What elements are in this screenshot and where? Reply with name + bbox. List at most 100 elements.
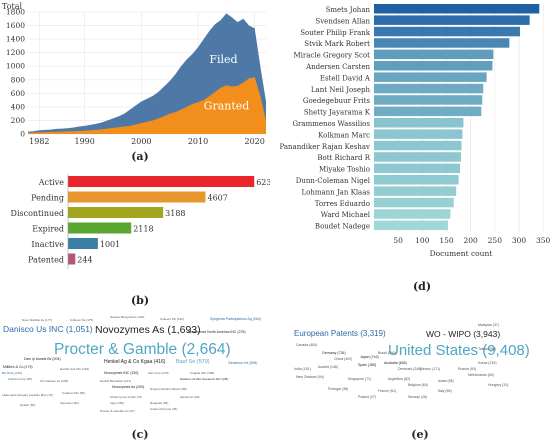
assignee-word: Syngenta Participations Ag (264) bbox=[210, 317, 261, 321]
country-word: Spain (185) bbox=[358, 363, 377, 367]
assignee-word: Novozymes North America INC (276) bbox=[188, 330, 246, 334]
assignee-word: Iogen (58) bbox=[110, 401, 124, 405]
country-word: Norway (26) bbox=[408, 395, 428, 399]
country-word: Mexico (171) bbox=[420, 367, 441, 371]
assignee-word: Lubrizol Corp (95) bbox=[8, 377, 33, 381]
country-word: WO - WIPO (3,943) bbox=[426, 329, 501, 339]
country-word: China (402) bbox=[334, 357, 353, 361]
chart-d-svg: 50 100 150 200 250 300 350 Smets Johan Svendsen … bbox=[279, 4, 550, 258]
inventor-label: Boudet Nadege bbox=[315, 223, 370, 231]
assignee-word: Colgate INC (158) bbox=[190, 371, 215, 375]
y-axis-label: Total bbox=[2, 2, 23, 11]
assignee-word: Novo Nordisk As (177) bbox=[22, 318, 53, 322]
bar bbox=[374, 209, 451, 219]
x-axis-label: Document count bbox=[430, 249, 493, 258]
series-label-granted: Granted bbox=[204, 100, 250, 113]
x-tick-label: 2000 bbox=[131, 137, 151, 146]
inventor-label: Stvik Mark Robert bbox=[304, 40, 370, 48]
x-tick-label: 100 bbox=[415, 236, 430, 245]
country-word: European Patents (3,319) bbox=[294, 329, 386, 338]
assignee-word: Unilever Plc (140) bbox=[160, 317, 184, 321]
assignee-word: Danisco Us INC Genencor Div (145) bbox=[180, 377, 229, 381]
assignee-word: Roquette (55) bbox=[150, 401, 169, 405]
bar bbox=[68, 191, 206, 203]
bar bbox=[68, 222, 132, 234]
country-word: Hungary (31) bbox=[488, 383, 509, 387]
country-word: Austria (146) bbox=[318, 365, 339, 369]
country-word: France (51) bbox=[378, 389, 397, 393]
bar bbox=[374, 175, 459, 185]
x-tick-label: 1982 bbox=[29, 137, 49, 146]
inventor-label: Goedegebuur Frits bbox=[303, 97, 371, 105]
assignee-word: Ecolab Usa INC (162) bbox=[60, 367, 90, 371]
country-word: Russia (93) bbox=[458, 367, 476, 371]
country-word: Canada (484) bbox=[296, 343, 318, 347]
assignee-word: Procter & Gamble Co (47) bbox=[100, 409, 135, 413]
country-word: Argentina (82) bbox=[388, 377, 411, 381]
assignee-word-cloud: Procter & Gamble (2,664) Novozymes As (1,… bbox=[0, 312, 280, 424]
assignee-word: Genencor Int (305) bbox=[228, 361, 258, 365]
bar bbox=[374, 72, 487, 82]
chart-d: 50 100 150 200 250 300 350 Smets Johan Svendsen … bbox=[276, 0, 550, 260]
inventor-label: Souter Philip Frank bbox=[300, 29, 371, 37]
y-tick-label: 200 bbox=[11, 116, 26, 125]
bar bbox=[68, 176, 255, 187]
bar bbox=[374, 118, 464, 128]
caption-d: (d) bbox=[412, 280, 432, 293]
value-label: 244 bbox=[77, 256, 92, 265]
assignee-word: Ab Enzymes Gmbh (70) bbox=[110, 395, 143, 399]
bar bbox=[68, 207, 164, 218]
x-tick-label: 2020 bbox=[244, 137, 264, 146]
country-word: Korea (215) bbox=[478, 361, 497, 365]
assignee-word: Verenium (60) bbox=[60, 401, 79, 405]
country-word: Denmark (248) bbox=[398, 367, 422, 371]
caption-e: (e) bbox=[411, 428, 429, 441]
country-word: Italy (58) bbox=[438, 389, 452, 393]
category-label: Active bbox=[38, 178, 65, 187]
inventor-label: Svendsen Allan bbox=[315, 17, 370, 25]
inventor-label: Lohmann Jan Klaas bbox=[301, 188, 370, 196]
bar bbox=[374, 38, 510, 48]
assignee-word: Dupont Nutrition Biosci (88) bbox=[150, 387, 187, 391]
assignee-word: Unilever Nv (175) bbox=[70, 318, 94, 322]
value-label: 3188 bbox=[165, 209, 185, 218]
assignee-word: Bio Ruby (136) bbox=[2, 371, 23, 375]
x-tick-label: 250 bbox=[488, 236, 503, 245]
assignee-word: Lallemand Hungary Liquidity Man (73) bbox=[2, 393, 53, 397]
country-word: Australia (606) bbox=[384, 361, 407, 365]
country-word: Germany (726) bbox=[322, 351, 346, 355]
country-word: Taiwan (88) bbox=[478, 347, 497, 351]
inventor-label: Smets Johan bbox=[326, 6, 371, 14]
country-word: India (151) bbox=[294, 367, 311, 371]
bar bbox=[374, 129, 463, 139]
bar bbox=[374, 15, 530, 25]
bar bbox=[68, 238, 98, 249]
assignee-word: Milliken & Co (179) bbox=[3, 365, 33, 369]
bar bbox=[374, 220, 448, 231]
chart-b: Active 6239 Pending 4607 Discontinued 3188 Exp… bbox=[0, 172, 277, 300]
bar bbox=[374, 197, 454, 208]
y-tick-label: 400 bbox=[11, 102, 26, 111]
bar bbox=[68, 253, 76, 265]
category-label: Expired bbox=[32, 225, 64, 234]
assignee-word: Novozymes As (200) bbox=[112, 385, 145, 389]
x-tick-label: 350 bbox=[536, 236, 550, 245]
country-word: Singapore (71) bbox=[348, 377, 372, 381]
caption-a: (a) bbox=[131, 150, 149, 163]
assignee-word: Ajinomoto (66) bbox=[180, 395, 200, 399]
assignee-word: Chr Hansen As (108) bbox=[40, 379, 69, 383]
inventor-label: Dunn-Coleman Nigel bbox=[296, 177, 371, 185]
chart-a-svg: 0 200 400 600 800 1000 1200 1400 1600 1800 1982 199… bbox=[2, 2, 266, 146]
granted-area bbox=[28, 77, 266, 134]
bar bbox=[374, 61, 493, 71]
inventor-label: Bott Richard R bbox=[317, 154, 370, 162]
category-label: Discontinued bbox=[11, 209, 64, 218]
y-tick-label: 800 bbox=[11, 75, 26, 84]
inventor-label: Grammenos Wassilios bbox=[292, 120, 370, 128]
bar bbox=[374, 106, 482, 117]
country-word: Brazil (190) bbox=[378, 351, 396, 355]
bar bbox=[374, 49, 494, 60]
value-label: 6239 bbox=[256, 178, 270, 187]
caption-b: (b) bbox=[130, 294, 150, 307]
y-tick-label: 0 bbox=[20, 130, 25, 139]
